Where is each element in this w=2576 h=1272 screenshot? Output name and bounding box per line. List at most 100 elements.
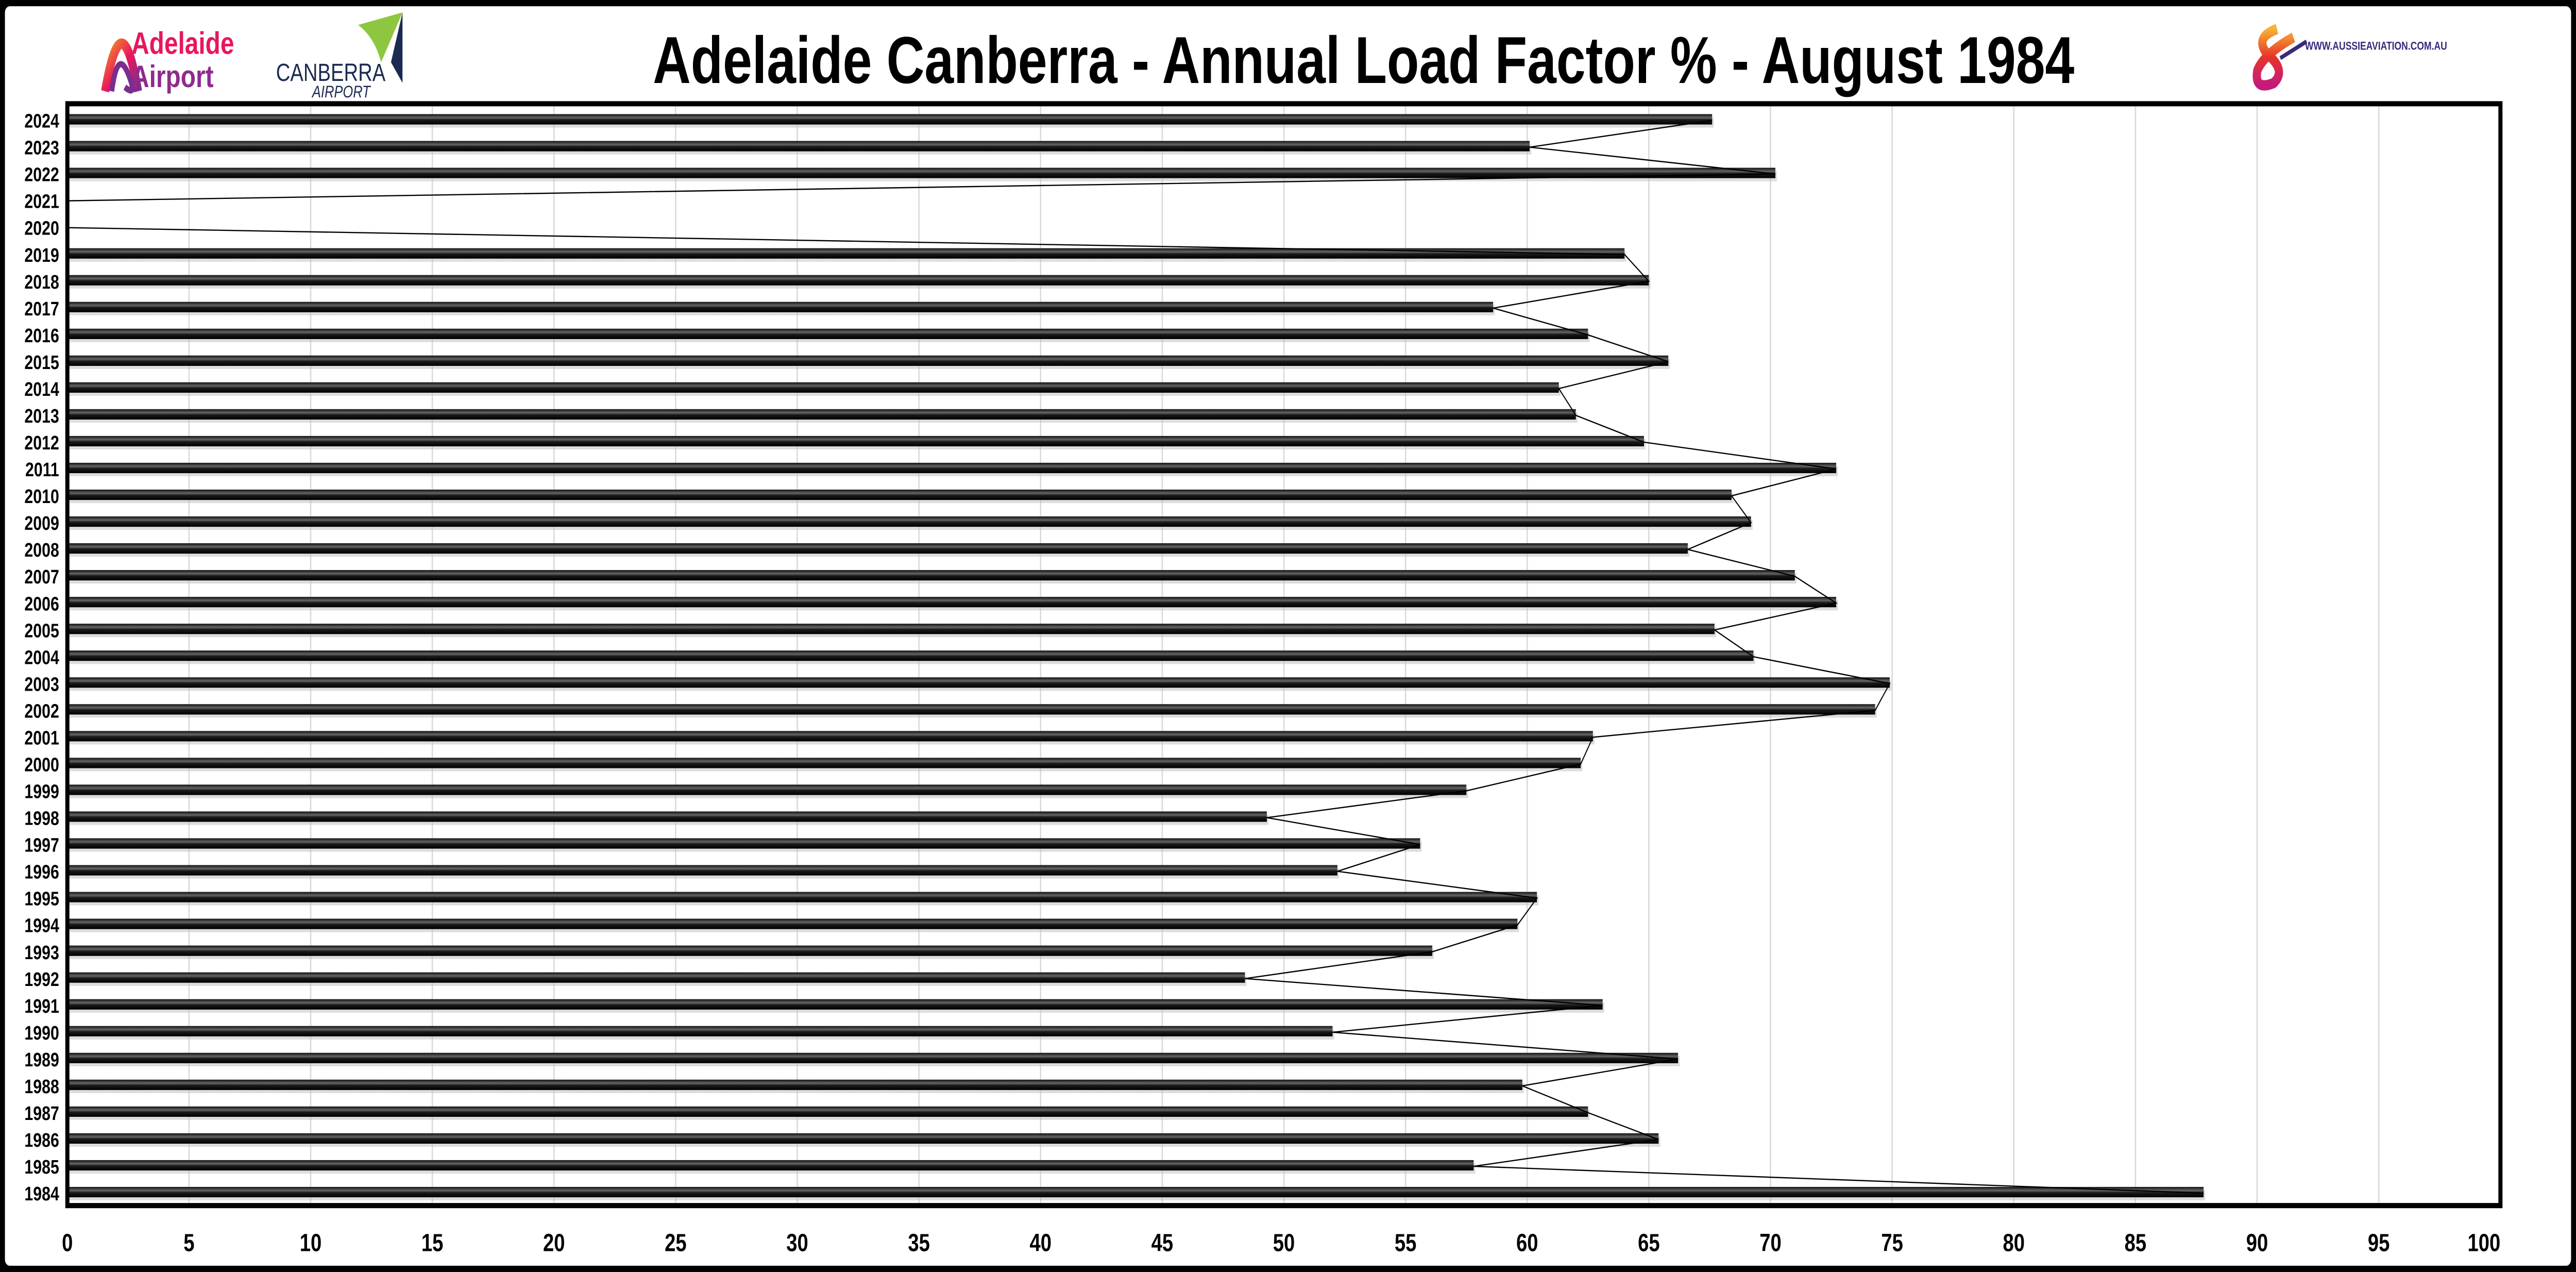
bar-2009 [67,516,1751,527]
svg-text:Adelaide: Adelaide [131,26,234,61]
bar-2015 [67,355,1669,366]
bar-1988 [67,1079,1522,1090]
x-tick-label: 45 [1151,1230,1174,1257]
bar-2011 [67,462,1837,474]
y-tick-label: 2022 [24,164,59,186]
y-tick-label: 2004 [24,647,59,668]
bar-1984 [67,1186,2204,1198]
y-tick-label: 2016 [24,325,59,347]
y-tick-label: 1994 [24,915,59,936]
y-tick-label: 2023 [24,137,59,159]
x-tick-label: 20 [543,1230,565,1257]
x-tick-label: 35 [908,1230,930,1257]
bar-1996 [67,865,1337,876]
y-tick-label: 1992 [24,969,59,991]
bar-2005 [67,624,1715,634]
bar-1999 [67,784,1467,795]
bar-2019 [67,248,1625,259]
y-tick-label: 1989 [24,1049,59,1071]
x-tick-label: 95 [2368,1230,2390,1257]
plot-frame [65,101,2503,1209]
x-tick-label: 60 [1516,1230,1538,1257]
y-tick-label: 2008 [24,540,59,561]
x-tick-label: 85 [2125,1230,2147,1257]
y-tick-label: 2020 [24,217,59,239]
y-tick-label: 2018 [24,272,59,293]
bar-2014 [67,382,1559,393]
x-tick-label: 55 [1395,1230,1417,1257]
bar-2024 [67,114,1713,125]
bar-1987 [67,1106,1588,1117]
y-tick-label: 2000 [24,754,59,776]
bar-2002 [67,704,1875,715]
y-tick-label: 1995 [24,888,59,910]
y-tick-label: 2003 [24,674,59,695]
y-tick-label: 1986 [24,1130,59,1151]
y-tick-label: 2011 [25,459,59,481]
x-axis-labels: 0 5 10 15 20 25 30 35 40 45 50 55 60 65 70 75 80 85 90 95 10… [62,1230,2500,1257]
x-tick-label: 10 [300,1230,322,1257]
y-tick-label: 1998 [24,808,59,829]
bar-2016 [67,328,1588,339]
bar-2018 [67,275,1649,286]
y-tick-label: 1997 [24,834,59,856]
x-tick-label: 50 [1273,1230,1295,1257]
bar-2012 [67,436,1644,447]
y-tick-label: 2007 [24,566,59,588]
bar-1986 [67,1133,1659,1144]
svg-text:WWW.AUSSIEAVIATION.COM.AU: WWW.AUSSIEAVIATION.COM.AU [2305,40,2447,53]
bar-1995 [67,892,1537,902]
svg-text:CANBERRA: CANBERRA [276,59,386,87]
x-tick-label: 30 [786,1230,808,1257]
bar-2010 [67,489,1732,500]
bar-2022 [67,168,1775,178]
bar-2004 [67,650,1754,661]
bar-2013 [67,409,1576,420]
svg-text:AIRPORT: AIRPORT [311,83,371,102]
x-tick-label: 70 [1759,1230,1782,1257]
y-tick-label: 2024 [24,110,59,132]
y-tick-label: 2012 [24,432,59,454]
x-tick-label: 25 [665,1230,687,1257]
y-tick-label: 2019 [24,245,59,266]
bar-1989 [67,1052,1679,1063]
bar-1997 [67,838,1420,849]
bar-1992 [67,972,1245,983]
x-tick-label: 100 [2467,1230,2500,1257]
y-tick-label: 1984 [24,1183,59,1205]
chart-title: Adelaide Canberra - Annual Load Factor %… [653,23,2074,97]
adelaide-airport-logo: Adelaide Airport [101,26,234,94]
y-tick-label: 1985 [24,1157,59,1178]
y-tick-label: 2017 [24,298,59,320]
x-tick-label: 15 [421,1230,444,1257]
y-tick-label: 2001 [24,727,59,749]
series-line [66,120,2204,1194]
bar-1990 [67,1026,1333,1036]
x-tick-label: 65 [1638,1230,1660,1257]
canberra-airport-logo: CANBERRA AIRPORT [276,12,403,102]
bar-1993 [67,945,1433,956]
y-tick-label: 2010 [24,486,59,508]
y-tick-label: 2014 [24,379,59,400]
x-tick-label: 0 [62,1230,73,1257]
y-tick-label: 2005 [24,620,59,642]
bar-1998 [67,811,1267,822]
y-tick-label: 1987 [24,1103,59,1125]
bar-2006 [67,597,1837,608]
x-tick-label: 5 [183,1230,194,1257]
y-tick-label: 2006 [24,593,59,615]
bars [67,114,2206,1201]
bar-2001 [67,731,1593,742]
bar-2008 [67,543,1688,554]
y-axis-labels: 1984 1985 1986 1987 1988 1989 1990 1991 1992 1993… [24,110,59,1205]
y-tick-label: 2021 [24,191,59,212]
y-tick-label: 2015 [24,352,59,374]
svg-text:Airport: Airport [131,59,213,94]
x-tick-label: 40 [1029,1230,1052,1257]
y-tick-label: 1993 [24,942,59,964]
bar-1985 [67,1160,1474,1171]
x-tick-label: 80 [2003,1230,2025,1257]
aussie-aviation-logo: WWW.AUSSIEAVIATION.COM.AU [2252,24,2447,91]
y-tick-label: 1999 [24,781,59,802]
